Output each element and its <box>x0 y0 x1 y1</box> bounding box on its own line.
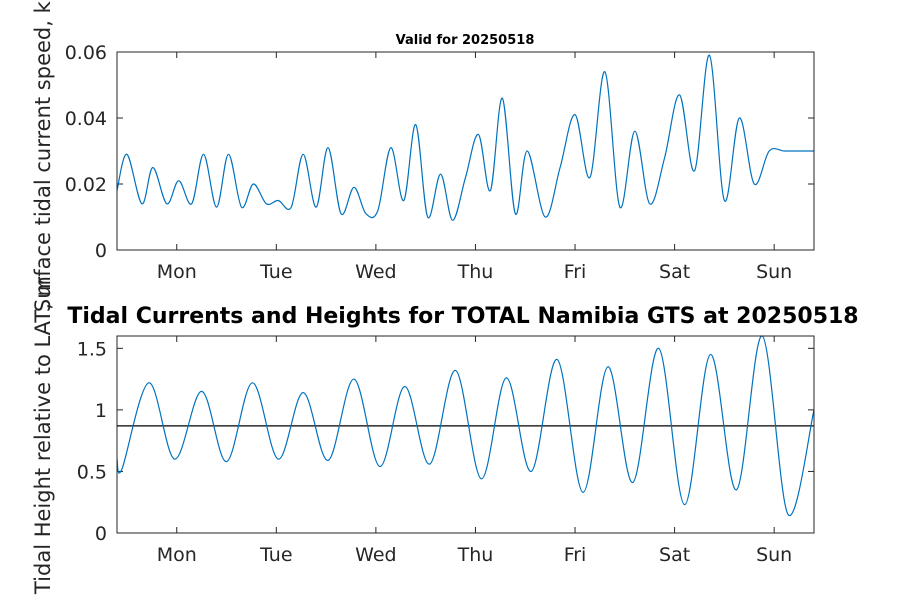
height-x-tick-label: Sun <box>756 544 792 566</box>
height-x-tick-label: Sat <box>659 544 690 566</box>
current-x-tick-label: Mon <box>157 261 197 283</box>
current-y-axis-label: Surface tidal current speed, kn <box>31 0 55 312</box>
height-y-tick-label: 1 <box>95 400 107 422</box>
tidal-height-chart: 0 0.5 1 1.5 Mon Tue Wed Thu Fri Sat Sun <box>77 335 815 566</box>
current-plot-area <box>117 52 814 250</box>
height-x-tick-label: Thu <box>457 544 494 566</box>
height-y-tick-label: 1.5 <box>77 338 107 360</box>
height-x-tick-label: Fri <box>564 544 587 566</box>
height-y-tick-label: 0.5 <box>77 461 107 483</box>
current-x-tick-label: Wed <box>355 261 396 283</box>
current-y-tick-label: 0 <box>95 240 107 262</box>
current-y-tick-label: 0.02 <box>65 174 107 196</box>
current-x-tick-label: Thu <box>457 261 494 283</box>
current-series-line <box>117 54 814 221</box>
current-x-tick-label: Sun <box>756 261 792 283</box>
current-y-tick-label: 0.04 <box>65 108 107 130</box>
current-speed-chart: Valid for 20250518 0 0.02 0.04 0.06 Mon Tue We… <box>65 33 815 283</box>
height-x-tick-label: Wed <box>355 544 396 566</box>
height-series-line <box>117 335 814 516</box>
height-x-tick-label: Tue <box>259 544 292 566</box>
height-y-axis-label: Tidal Height relative to LAT, m <box>31 276 55 595</box>
current-series <box>117 54 814 221</box>
height-series <box>117 335 814 516</box>
height-plot-area <box>117 336 814 533</box>
current-x-tick-label: Fri <box>564 261 587 283</box>
current-y-tick-label: 0.06 <box>65 42 107 64</box>
height-axes-box <box>116 335 815 534</box>
height-y-tick-label: 0 <box>95 523 107 545</box>
height-x-tick-label: Mon <box>157 544 197 566</box>
current-axes-box <box>116 51 815 251</box>
current-axes: 0 0.02 0.04 0.06 Mon Tue Wed Thu Fri Sat Sun <box>65 42 814 283</box>
height-axes: 0 0.5 1 1.5 Mon Tue Wed Thu Fri Sat Sun <box>77 336 814 566</box>
height-chart-title: Tidal Currents and Heights for TOTAL Nam… <box>67 304 858 329</box>
current-chart-title: Valid for 20250518 <box>396 33 535 48</box>
current-x-tick-label: Tue <box>259 261 292 283</box>
current-x-tick-label: Sat <box>659 261 690 283</box>
